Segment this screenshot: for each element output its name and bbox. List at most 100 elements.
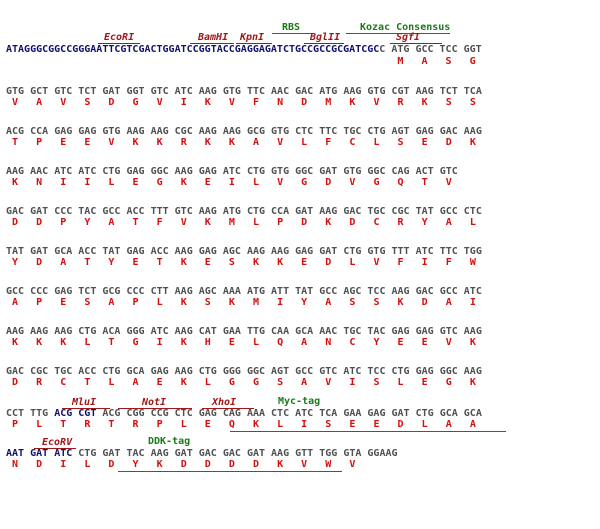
codon: TAC: [367, 326, 386, 337]
amino-acid: E: [156, 377, 163, 388]
codon-row: GAC CGC TGC ACC CTG GCA GAG AAG CTG GGG …: [6, 366, 482, 378]
sgfi-site-label: SgfI: [396, 32, 421, 43]
codon: ACG: [102, 408, 121, 419]
codon: CTC: [463, 206, 482, 217]
codon: CTG: [367, 126, 386, 137]
codon: TAC: [78, 206, 97, 217]
amino-acid: T: [132, 217, 139, 228]
amino-acid: Y: [108, 257, 115, 268]
codon: AAG: [343, 86, 362, 97]
amino-acid: Q: [397, 177, 404, 188]
sgfi-bracket: [390, 43, 442, 44]
codon: GAT: [102, 448, 121, 459]
codon: GGAAG: [367, 448, 398, 459]
amino-acid: A: [301, 377, 308, 388]
amino-acid: S: [204, 297, 211, 308]
amino-acid: P: [60, 217, 67, 228]
codon: GCC: [319, 286, 338, 297]
codon: TCA: [463, 86, 482, 97]
codon: AAG: [198, 126, 217, 137]
codon: AAG: [463, 366, 482, 377]
codon: TGC: [367, 206, 386, 217]
codon: GAC: [295, 86, 314, 97]
codon: GCC: [439, 286, 458, 297]
amino-acid: D: [397, 419, 404, 430]
amino-acid: E: [373, 419, 380, 430]
codon: ACG: [54, 408, 73, 419]
codon: TGC: [54, 366, 73, 377]
codon: TGC: [343, 126, 362, 137]
amino-acid: R: [397, 97, 404, 108]
codon: GTT: [295, 448, 314, 459]
codon: ATC: [54, 166, 73, 177]
codon: CTG: [102, 166, 121, 177]
amino-acid: L: [252, 337, 259, 348]
amino-acid: V: [60, 97, 67, 108]
amino-acid: K: [277, 257, 284, 268]
amino-acid: V: [445, 177, 452, 188]
amino-acid: N: [277, 97, 284, 108]
amino-acid: L: [108, 377, 115, 388]
amino-acid: V: [108, 137, 115, 148]
amino-acid: A: [132, 377, 139, 388]
amino-acid: C: [349, 137, 356, 148]
codon: GAT: [174, 448, 193, 459]
aa-row: M A S G: [6, 56, 475, 68]
codon: CAG: [391, 166, 410, 177]
amino-acid: E: [60, 297, 67, 308]
amino-acid: K: [180, 297, 187, 308]
codon: CTG: [78, 326, 97, 337]
amino-acid: T: [84, 257, 91, 268]
amino-acid: W: [325, 459, 332, 470]
aa-row: K K K L T G I K H E L Q A N C Y E E V K: [6, 337, 476, 349]
amino-acid: I: [84, 177, 91, 188]
amino-acid: R: [132, 419, 139, 430]
amino-acid: D: [301, 97, 308, 108]
amino-acid: S: [349, 297, 356, 308]
amino-acid: D: [421, 297, 428, 308]
xhoi-site-label: XhoI: [212, 397, 237, 408]
amino-acid: V: [445, 337, 452, 348]
aa-row: P L T R T R P L E Q K L I S E E D L A A: [6, 419, 476, 431]
amino-acid: D: [349, 217, 356, 228]
amino-acid: E: [84, 137, 91, 148]
amino-acid: T: [108, 419, 115, 430]
amino-acid: K: [397, 297, 404, 308]
amino-acid: K: [325, 217, 332, 228]
codon: GCA: [463, 408, 482, 419]
amino-acid: Y: [132, 459, 139, 470]
amino-acid: E: [421, 377, 428, 388]
codon: GAT: [246, 448, 265, 459]
codon: CCT: [6, 408, 25, 419]
codon: GAT: [391, 408, 410, 419]
amino-acid: Q: [228, 419, 235, 430]
amino-acid: A: [325, 297, 332, 308]
codon: AGC: [222, 246, 241, 257]
codon: ACA: [102, 326, 121, 337]
amino-acid: K: [156, 459, 163, 470]
codon: GAG: [415, 126, 434, 137]
codon: GGG: [126, 326, 145, 337]
amino-acid: C: [349, 337, 356, 348]
codon: TCT: [78, 286, 97, 297]
codon: CGC: [174, 126, 193, 137]
aa-row: A P E S A P L K S K M I Y A S S K D A I: [6, 297, 476, 309]
amino-acid: P: [36, 297, 43, 308]
codon: GGT: [463, 44, 482, 55]
codon: ACC: [126, 206, 145, 217]
codon: AAC: [30, 166, 49, 177]
amino-acid: I: [277, 297, 284, 308]
codon: GAT: [102, 86, 121, 97]
codon: GAT: [30, 246, 49, 257]
amino-acid: L: [108, 177, 115, 188]
amino-acid: E: [228, 337, 235, 348]
codon: GAG: [295, 246, 314, 257]
amino-acid: A: [36, 97, 43, 108]
codon: GAT: [295, 206, 314, 217]
amino-acid: E: [421, 137, 428, 148]
codon: AAG: [319, 206, 338, 217]
codon-row: GTG GCT GTC TCT GAT GGT GTC ATC AAG GTG …: [6, 86, 482, 98]
codon: AGC: [198, 286, 217, 297]
codon: TTT: [150, 206, 169, 217]
